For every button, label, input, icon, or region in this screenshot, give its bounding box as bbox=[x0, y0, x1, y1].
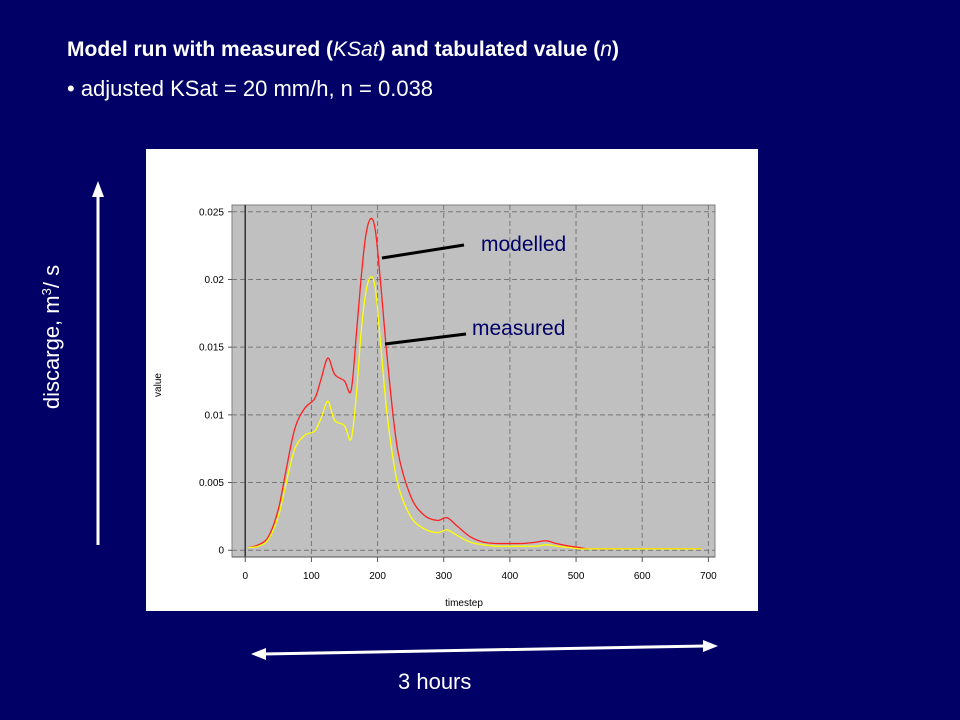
x-tick-label: 600 bbox=[634, 571, 651, 582]
x-tick-label: 400 bbox=[502, 571, 519, 582]
y-tick-label: 0.02 bbox=[205, 275, 225, 286]
y-tick-label: 0.005 bbox=[199, 478, 224, 489]
title-prefix: Model run with measured ( bbox=[67, 38, 334, 61]
measured-annotation: measured bbox=[472, 317, 565, 340]
title-ksat: KSat bbox=[333, 38, 379, 61]
y-tick-label: 0 bbox=[218, 546, 224, 557]
modelled-annotation: modelled bbox=[481, 233, 566, 256]
x-tick-label: 700 bbox=[700, 571, 717, 582]
y-tick-label: 0.015 bbox=[199, 343, 224, 354]
slide-title: Model run with measured (KSat) and tabul… bbox=[67, 38, 619, 62]
series-lines bbox=[248, 217, 702, 550]
outer-y-label: discarge, m3/ s bbox=[39, 265, 65, 409]
x-tick-label: 200 bbox=[369, 571, 386, 582]
x-axis-label: timestep bbox=[445, 598, 483, 609]
x-arrow-line bbox=[262, 644, 706, 656]
x-tick-label: 500 bbox=[568, 571, 585, 582]
x-tick-label: 100 bbox=[303, 571, 320, 582]
y-arrow-head bbox=[92, 181, 104, 197]
tick-labels: 0 0.005 0.01 0.015 0.02 0.025 0 100 200 300 400 500… bbox=[199, 207, 717, 582]
outer-y-label-sup: 3 bbox=[38, 288, 54, 296]
series-measured-line bbox=[248, 276, 702, 550]
x-arrow-head-right bbox=[703, 640, 718, 652]
grid bbox=[232, 205, 715, 557]
title-suffix: ) bbox=[611, 38, 619, 61]
x-tick-label: 0 bbox=[242, 571, 248, 582]
x-tick-label: 300 bbox=[435, 571, 452, 582]
y-axis-label: value bbox=[153, 373, 164, 397]
y-tick-label: 0.01 bbox=[205, 410, 225, 421]
bullet-point: • adjusted KSat = 20 mm/h, n = 0.038 bbox=[67, 76, 434, 101]
x-arrow-head-left bbox=[251, 648, 266, 660]
outer-x-label: 3 hours bbox=[398, 669, 472, 694]
plot-area bbox=[231, 204, 716, 558]
chart-panel: 0 0.005 0.01 0.015 0.02 0.025 0 100 200 300 400 500… bbox=[146, 149, 758, 611]
outer-y-label-prefix: discarge, m bbox=[39, 295, 65, 410]
measured-leader bbox=[384, 332, 467, 346]
axes bbox=[228, 205, 715, 562]
series-modelled-line bbox=[248, 217, 702, 550]
modelled-leader bbox=[381, 243, 465, 260]
title-middle: ) and tabulated value ( bbox=[378, 38, 601, 61]
chart: 0 0.005 0.01 0.015 0.02 0.025 0 100 200 300 400 500… bbox=[153, 204, 717, 609]
outer-y-label-suffix: / s bbox=[39, 264, 65, 289]
y-tick-label: 0.025 bbox=[199, 207, 224, 218]
title-n: n bbox=[600, 38, 612, 61]
